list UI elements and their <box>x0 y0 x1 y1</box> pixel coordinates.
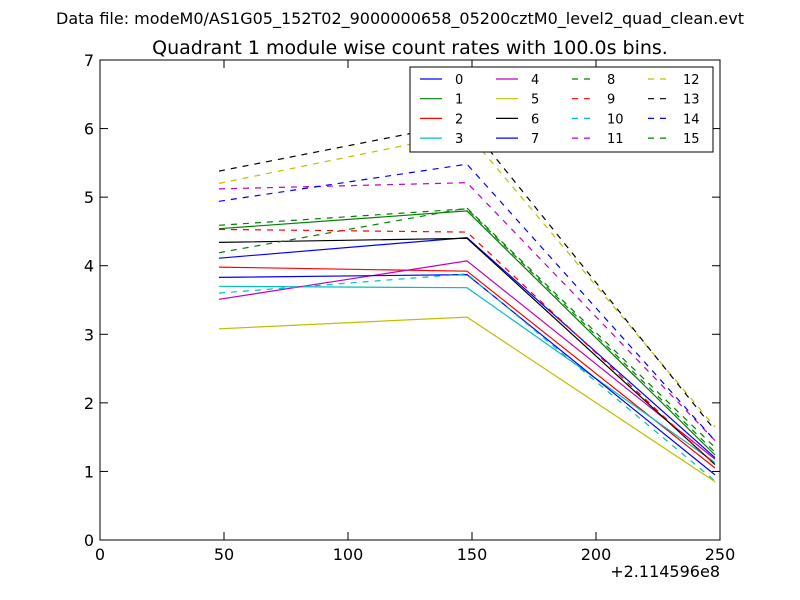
legend-label-2: 2 <box>455 112 463 127</box>
legend-label-14: 14 <box>683 112 700 127</box>
y-tick-label: 3 <box>84 325 94 344</box>
legend-label-13: 13 <box>683 93 700 108</box>
axes-frame <box>99 59 721 541</box>
series-line-6 <box>218 237 716 466</box>
legend-label-3: 3 <box>455 132 463 147</box>
legend-label-10: 10 <box>607 112 624 127</box>
series-line-5 <box>218 316 716 483</box>
series-line-8 <box>218 207 716 448</box>
y-tick-label: 1 <box>84 462 94 481</box>
y-tick-label: 5 <box>84 188 94 207</box>
x-axis-offset-label: +2.114596e8 <box>610 562 720 581</box>
legend-label-9: 9 <box>607 93 615 108</box>
legend-label-5: 5 <box>531 93 539 108</box>
chart-suptitle: Data file: modeM0/AS1G05_152T02_90000006… <box>56 9 744 29</box>
x-tick-label: 150 <box>457 545 488 564</box>
y-tick-label: 0 <box>84 531 94 550</box>
series-line-15 <box>218 208 716 453</box>
x-tick-label: 50 <box>214 545 234 564</box>
x-tick-label: 0 <box>95 545 105 564</box>
legend-label-0: 0 <box>455 73 463 88</box>
series-line-9 <box>218 228 716 466</box>
legend-label-11: 11 <box>607 132 624 147</box>
x-tick-label: 200 <box>581 545 612 564</box>
x-tick-label: 100 <box>333 545 364 564</box>
y-tick-label: 7 <box>84 51 94 70</box>
series-line-0 <box>218 236 716 459</box>
y-tick-label: 4 <box>84 257 94 276</box>
y-tick-label: 6 <box>84 120 94 139</box>
series-line-3 <box>218 285 716 463</box>
legend-label-8: 8 <box>607 73 615 88</box>
series-line-12 <box>218 132 716 428</box>
series-line-11 <box>218 182 716 442</box>
series-line-10 <box>218 273 716 482</box>
plot-area: 0 50 100 150 200 2500123456701234567891011121… <box>84 51 735 564</box>
legend-label-4: 4 <box>531 73 539 88</box>
legend-label-6: 6 <box>531 112 539 127</box>
chart-title: Quadrant 1 module wise count rates with … <box>152 37 668 59</box>
series-line-4 <box>218 260 716 460</box>
series-line-1 <box>218 210 716 456</box>
legend-label-15: 15 <box>683 132 700 147</box>
legend-label-12: 12 <box>683 73 700 88</box>
x-tick-label: 250 <box>705 545 736 564</box>
series-line-2 <box>218 266 716 469</box>
legend-label-1: 1 <box>455 93 463 108</box>
series-line-7 <box>218 273 716 476</box>
y-tick-label: 2 <box>84 394 94 413</box>
legend-label-7: 7 <box>531 132 539 147</box>
